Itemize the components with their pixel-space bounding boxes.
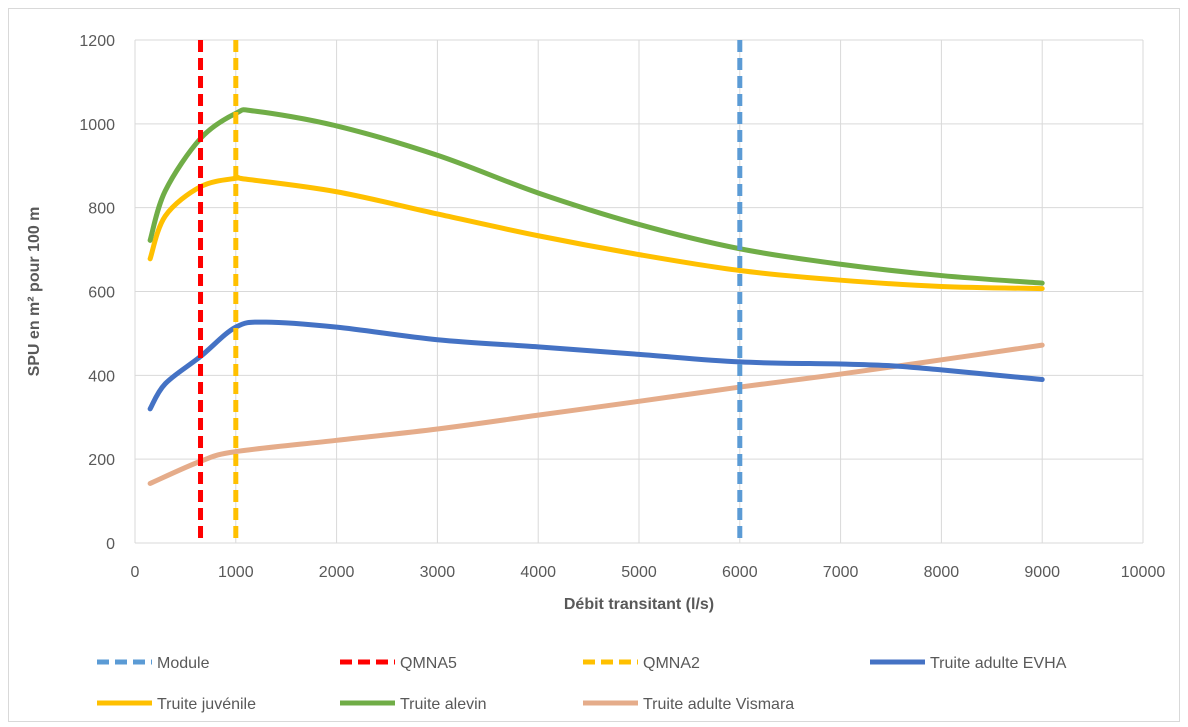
legend-label: QMNA5 xyxy=(400,655,457,672)
x-axis-title: Débit transitant (l/s) xyxy=(564,596,714,613)
legend-label: Truite adulte EVHA xyxy=(930,655,1067,672)
y-tick-label: 600 xyxy=(88,285,115,302)
legend-label: Truite adulte Vismara xyxy=(643,696,794,713)
legend-item-qmna5: QMNA5 xyxy=(340,655,457,672)
legend-item-module: Module xyxy=(97,655,210,672)
legend-item-qmna2: QMNA2 xyxy=(583,655,700,672)
y-tick-label: 200 xyxy=(88,452,115,469)
x-tick-label: 8000 xyxy=(924,564,960,581)
legend-label: Module xyxy=(157,655,210,672)
y-axis-ticks: 0 200 400 600 800 1000 1200 xyxy=(79,33,115,553)
y-axis-title: SPU en m² pour 100 m xyxy=(26,207,43,377)
legend-label: Truite juvénile xyxy=(157,696,256,713)
legend-item-truite-alevin: Truite alevin xyxy=(340,696,487,713)
y-tick-label: 800 xyxy=(88,201,115,218)
x-tick-label: 1000 xyxy=(218,564,254,581)
legend-item-truite-adulte-vismara: Truite adulte Vismara xyxy=(583,696,794,713)
legend-label: Truite alevin xyxy=(400,696,487,713)
legend-label: QMNA2 xyxy=(643,655,700,672)
series-lines xyxy=(147,107,1045,486)
y-tick-label: 1200 xyxy=(79,33,115,50)
x-tick-label: 3000 xyxy=(420,564,456,581)
series-line-truite-adulte-evha xyxy=(147,319,1045,412)
x-tick-label: 5000 xyxy=(621,564,657,581)
y-tick-label: 1000 xyxy=(79,117,115,134)
legend: Module QMNA5 QMNA2 Truite adulte EVHA Truite… xyxy=(97,655,1067,713)
y-tick-label: 400 xyxy=(88,368,115,385)
y-tick-label: 0 xyxy=(106,536,115,553)
x-tick-label: 10000 xyxy=(1121,564,1166,581)
x-tick-label: 4000 xyxy=(520,564,556,581)
legend-item-truite-juvenile: Truite juvénile xyxy=(97,696,256,713)
legend-item-truite-adulte-evha: Truite adulte EVHA xyxy=(870,655,1067,672)
x-tick-label: 7000 xyxy=(823,564,859,581)
x-tick-label: 6000 xyxy=(722,564,758,581)
x-axis-ticks: 0 1000 2000 3000 4000 5000 6000 7000 8000 9000 100… xyxy=(131,564,1166,581)
x-tick-label: 0 xyxy=(131,564,140,581)
series-line-truite-adulte-vismara xyxy=(147,342,1045,486)
series-line-truite-alevin xyxy=(147,107,1045,286)
reference-lines xyxy=(198,40,743,543)
chart-frame xyxy=(8,8,1180,722)
x-tick-label: 2000 xyxy=(319,564,355,581)
series-line-truite-juvenile xyxy=(147,174,1045,292)
x-tick-label: 9000 xyxy=(1024,564,1060,581)
